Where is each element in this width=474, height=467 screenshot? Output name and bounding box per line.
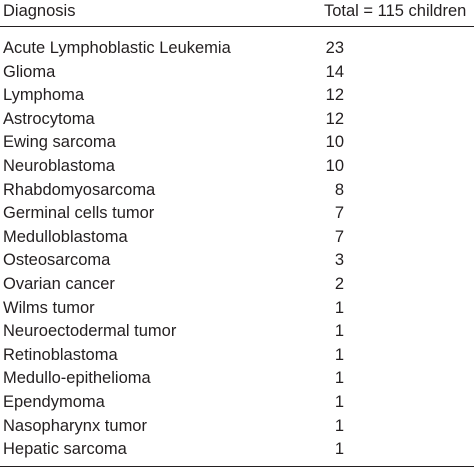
count-cell: 12 bbox=[325, 109, 344, 128]
count-cell: 23 bbox=[325, 39, 344, 57]
diagnosis-cell: Acute Lymphoblastic Leukemia bbox=[3, 39, 231, 57]
diagnosis-cell: Neuroblastoma bbox=[3, 156, 115, 175]
count-cell: 10 bbox=[325, 156, 344, 175]
table-row: Ewing sarcoma 10 bbox=[0, 132, 474, 156]
count-cell: 2 bbox=[334, 274, 344, 293]
table-row: Glioma 14 bbox=[0, 62, 474, 86]
count-cell: 1 bbox=[334, 416, 344, 435]
table-header: Diagnosis Total = 115 children bbox=[0, 0, 474, 26]
diagnosis-cell: Lymphoma bbox=[3, 86, 85, 105]
table-row: Acute Lymphoblastic Leukemia 23 bbox=[0, 38, 474, 62]
diagnosis-cell: Ewing sarcoma bbox=[3, 133, 116, 152]
diagnosis-cell: Glioma bbox=[3, 62, 56, 81]
table-row: Germinal cells tumor 7 bbox=[0, 203, 474, 227]
diagnosis-cell: Osteosarcoma bbox=[3, 251, 111, 270]
diagnosis-cell: Ovarian cancer bbox=[3, 274, 115, 293]
diagnosis-cell: Nasopharynx tumor bbox=[3, 416, 147, 435]
table-row: Osteosarcoma 3 bbox=[0, 250, 474, 274]
table-row: Neuroblastoma 10 bbox=[0, 156, 474, 180]
table-row: Astrocytoma 12 bbox=[0, 109, 474, 133]
count-cell: 1 bbox=[334, 392, 344, 411]
count-cell: 1 bbox=[334, 369, 344, 388]
diagnosis-cell: Wilms tumor bbox=[3, 298, 95, 317]
count-cell: 7 bbox=[334, 204, 344, 223]
diagnosis-cell: Ependymoma bbox=[3, 392, 105, 411]
diagnosis-cell: Medulloblastoma bbox=[3, 227, 128, 246]
count-cell: 10 bbox=[325, 133, 344, 152]
diagnosis-cell: Rhabdomyosarcoma bbox=[3, 180, 156, 199]
table-row: Neuroectodermal tumor 1 bbox=[0, 321, 474, 345]
count-cell: 1 bbox=[334, 440, 344, 459]
header-rule bbox=[0, 26, 474, 27]
count-cell: 14 bbox=[325, 62, 344, 81]
table-row: Wilms tumor 1 bbox=[0, 298, 474, 322]
column-header-total: Total = 115 children bbox=[324, 2, 467, 20]
count-cell: 1 bbox=[334, 345, 344, 364]
diagnosis-cell: Neuroectodermal tumor bbox=[3, 322, 177, 341]
count-cell: 1 bbox=[334, 298, 344, 317]
table-row: Rhabdomyosarcoma 8 bbox=[0, 180, 474, 204]
column-header-diagnosis: Diagnosis bbox=[3, 2, 76, 20]
count-cell: 7 bbox=[334, 227, 344, 246]
table-row: Ependymoma 1 bbox=[0, 392, 474, 416]
table-row: Lymphoma 12 bbox=[0, 85, 474, 109]
table-row: Hepatic sarcoma 1 bbox=[0, 439, 474, 463]
count-cell: 8 bbox=[334, 180, 344, 199]
count-cell: 3 bbox=[334, 251, 344, 270]
count-cell: 1 bbox=[334, 322, 344, 341]
table-row: Ovarian cancer 2 bbox=[0, 274, 474, 298]
diagnosis-cell: Germinal cells tumor bbox=[3, 204, 155, 223]
diagnosis-cell: Retinoblastoma bbox=[3, 345, 118, 364]
diagnosis-cell: Hepatic sarcoma bbox=[3, 440, 127, 459]
table-row: Medullo-epithelioma 1 bbox=[0, 368, 474, 392]
diagnosis-cell: Astrocytoma bbox=[3, 109, 95, 128]
table-row: Medulloblastoma 7 bbox=[0, 227, 474, 251]
count-cell: 12 bbox=[325, 86, 344, 105]
table-row: Nasopharynx tumor 1 bbox=[0, 416, 474, 440]
table-row: Retinoblastoma 1 bbox=[0, 345, 474, 369]
diagnosis-cell: Medullo-epithelioma bbox=[3, 369, 151, 388]
table-body: Acute Lymphoblastic Leukemia 23 Glioma 14 … bbox=[0, 38, 474, 463]
